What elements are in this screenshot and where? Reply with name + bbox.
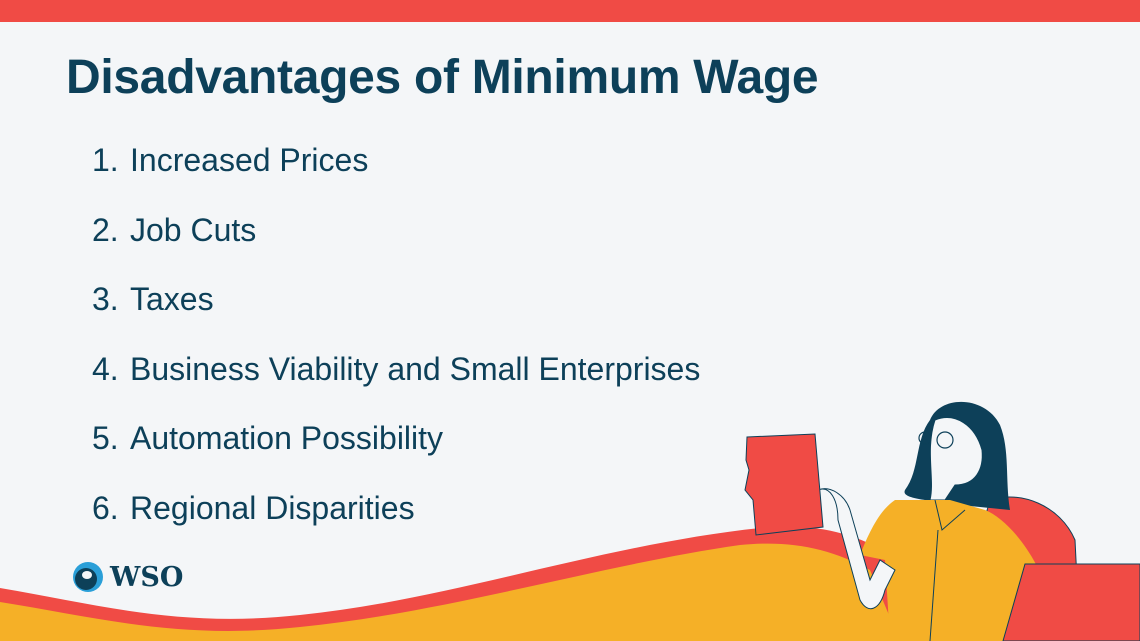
- top-accent-bar: [0, 0, 1140, 22]
- wso-logo-icon: [73, 562, 103, 592]
- list-item: 1. Increased Prices: [92, 142, 369, 178]
- face: [929, 417, 983, 501]
- laptop: [1002, 563, 1140, 641]
- list-item: 5. Automation Possibility: [92, 420, 444, 456]
- shirt: [860, 500, 1050, 641]
- list-item: 4. Business Viability and Small Enterpris…: [92, 350, 701, 387]
- folder: [744, 433, 824, 536]
- yellow-wave: [0, 543, 900, 641]
- wso-logo: WSO: [72, 561, 183, 593]
- arm: [817, 488, 896, 610]
- list-item: 2. Job Cuts: [92, 211, 257, 248]
- list-item: 6. Regional Disparities: [92, 489, 415, 526]
- page-title: Disadvantages of Minimum Wage: [66, 51, 819, 104]
- list-item: 3. Taxes: [92, 281, 214, 317]
- disadvantages-list: 1. Increased Prices 2. Job Cuts 3. Taxes 4.…: [92, 140, 700, 557]
